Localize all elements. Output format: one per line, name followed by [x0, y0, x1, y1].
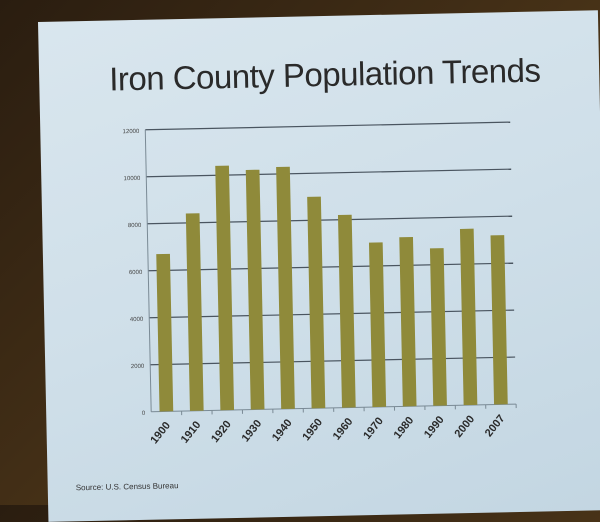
x-tick-label: 1990 [422, 414, 447, 441]
bar-1990 [430, 248, 447, 406]
bar-2007 [491, 235, 508, 404]
gridline [145, 122, 510, 130]
bar-1920 [215, 166, 234, 411]
x-tick-label: 2000 [452, 413, 477, 440]
x-tick-label: 1910 [179, 419, 204, 446]
y-tick-label: 2000 [131, 364, 145, 370]
bar-1930 [246, 170, 265, 410]
x-tick-label: 1900 [148, 420, 173, 447]
x-tick-label: 1960 [331, 416, 356, 443]
x-tick-label: 1980 [392, 415, 417, 442]
bar-1900 [156, 254, 173, 412]
x-tick-label: 1920 [209, 418, 234, 445]
bar-1980 [399, 237, 416, 406]
gridline [148, 263, 513, 271]
gridline [147, 216, 512, 224]
y-tick-label: 8000 [128, 223, 142, 229]
bar-1950 [307, 197, 325, 409]
y-tick-label: 12000 [123, 129, 140, 135]
x-tick-label: 1940 [270, 417, 295, 444]
gridline [150, 357, 515, 365]
bar-1910 [186, 213, 204, 411]
y-tick-label: 6000 [129, 270, 143, 276]
x-tick-label: 1930 [240, 418, 265, 445]
x-tick-label: 1970 [361, 415, 386, 442]
gridline [146, 169, 511, 177]
y-tick-label: 10000 [124, 176, 141, 182]
y-tick-label: 4000 [130, 317, 144, 323]
bar-2000 [460, 229, 477, 405]
bar-1940 [276, 167, 295, 409]
gridline [149, 310, 514, 318]
x-tick-label: 1950 [300, 416, 325, 443]
bar-1960 [338, 215, 356, 408]
x-tick-label: 2007 [483, 413, 508, 440]
y-tick-label: 0 [142, 411, 146, 417]
bar-1970 [369, 242, 386, 407]
